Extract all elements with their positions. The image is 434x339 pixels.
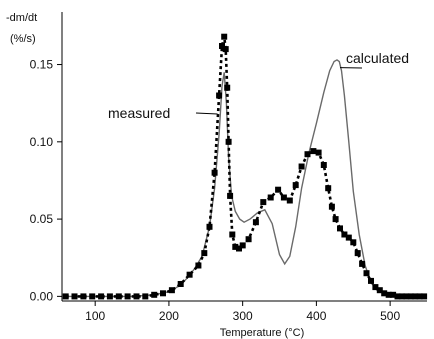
y-tick-label: 0.00 bbox=[30, 289, 54, 303]
measured-point bbox=[376, 287, 383, 294]
measured-point bbox=[368, 277, 374, 284]
annotation-calculated: calculated bbox=[346, 50, 409, 66]
measured-point bbox=[177, 281, 184, 287]
measured-point bbox=[337, 225, 343, 232]
measured-point bbox=[225, 138, 232, 145]
measured-point bbox=[304, 151, 311, 158]
measured-point bbox=[403, 293, 410, 300]
measured-point bbox=[345, 234, 352, 241]
x-tick-label: 300 bbox=[233, 309, 253, 323]
measured-point bbox=[195, 262, 202, 269]
y-tick-label: 0.10 bbox=[30, 135, 54, 149]
measured-point bbox=[106, 293, 113, 300]
x-tick-label: 500 bbox=[380, 309, 400, 323]
measured-point bbox=[398, 293, 405, 300]
x-tick-label: 400 bbox=[306, 309, 326, 323]
measured-point bbox=[320, 162, 327, 168]
measured-point bbox=[133, 293, 140, 300]
measured-point bbox=[372, 284, 379, 291]
y-axis-label-line1: -dm/dt bbox=[6, 12, 37, 24]
measured-point bbox=[292, 182, 299, 189]
measured-point bbox=[229, 231, 236, 238]
series-line-measured bbox=[65, 36, 425, 298]
measured-point bbox=[219, 43, 225, 49]
measured-point bbox=[80, 293, 87, 300]
measured-point bbox=[350, 239, 357, 246]
annotations: measured calculated bbox=[108, 50, 409, 121]
measured-point bbox=[236, 245, 242, 252]
measured-point bbox=[315, 149, 322, 156]
measured-point bbox=[412, 293, 419, 300]
measured-point bbox=[168, 287, 175, 294]
measured-point bbox=[359, 260, 366, 267]
measured-point bbox=[385, 291, 392, 298]
x-tick-label: 100 bbox=[85, 309, 105, 323]
measured-point bbox=[71, 293, 78, 300]
measured-point bbox=[222, 46, 229, 53]
measured-point bbox=[227, 192, 234, 199]
measured-point bbox=[142, 293, 149, 300]
measured-point bbox=[407, 293, 414, 300]
x-axis-label: Temperature (°C) bbox=[220, 327, 304, 339]
measured-point bbox=[341, 231, 348, 238]
measured-point bbox=[206, 223, 213, 230]
measured-point bbox=[381, 290, 388, 297]
measured-point bbox=[151, 291, 158, 298]
measured-point bbox=[211, 169, 218, 176]
measured-point bbox=[363, 270, 370, 277]
measured-point bbox=[221, 33, 228, 40]
annotation-measured-leader bbox=[195, 112, 218, 115]
measured-point bbox=[310, 148, 317, 155]
y-axis-label-line2: (%/s) bbox=[10, 33, 36, 45]
measured-point bbox=[186, 271, 193, 278]
measured-point bbox=[390, 291, 397, 298]
measured-point bbox=[62, 293, 69, 300]
measured-point bbox=[298, 163, 305, 170]
measured-point bbox=[325, 185, 332, 192]
measured-point bbox=[124, 293, 131, 300]
measured-point bbox=[421, 293, 428, 300]
measured-point bbox=[115, 293, 122, 300]
axes: 0.00 0.05 0.10 0.15 100 200 300 400 500 bbox=[30, 12, 427, 323]
measured-point bbox=[394, 293, 401, 300]
y-tick-label: 0.15 bbox=[30, 58, 54, 72]
annotation-measured: measured bbox=[108, 105, 170, 121]
measured-point bbox=[89, 293, 96, 300]
measured-point bbox=[160, 290, 166, 297]
measured-point bbox=[224, 84, 231, 91]
series-line-calculated bbox=[65, 59, 427, 298]
measured-point bbox=[260, 199, 267, 206]
measured-point bbox=[98, 293, 105, 300]
measured-point bbox=[232, 243, 239, 250]
measured-point bbox=[354, 250, 361, 257]
measured-point bbox=[275, 186, 282, 193]
measured-point bbox=[332, 216, 339, 223]
measured-point bbox=[280, 194, 287, 201]
measured-point bbox=[286, 197, 293, 204]
measured-point bbox=[216, 92, 223, 99]
series-layer bbox=[62, 33, 428, 300]
measured-point bbox=[239, 242, 246, 249]
measured-point bbox=[416, 293, 423, 300]
measured-point bbox=[328, 203, 335, 210]
y-tick-label: 0.05 bbox=[30, 212, 54, 226]
measured-point bbox=[252, 219, 259, 226]
measured-point bbox=[267, 194, 274, 201]
measured-point bbox=[245, 236, 252, 243]
x-tick-label: 200 bbox=[159, 309, 179, 323]
measured-point bbox=[201, 250, 208, 257]
